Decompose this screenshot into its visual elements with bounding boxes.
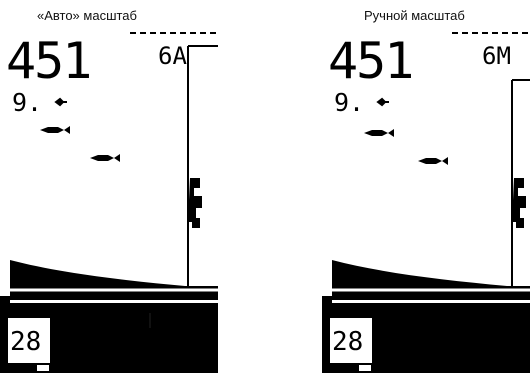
fish-depth-fish-icon [376,97,389,107]
sonar-screen-manual: 451 6M 9. 28 [322,28,530,373]
scale-label: 6A [158,42,187,70]
bottom-depth-readout: 28 [332,327,363,357]
caption-auto-scale: «Авто» масштаб [37,8,137,23]
bottom-contour [10,260,218,296]
battery-indicator [332,364,358,372]
fish-icon-1 [40,126,70,134]
bottom-depth-readout: 28 [10,327,41,357]
depth-readout: 451 [6,32,90,90]
fish-icon-1 [364,129,394,137]
zoom-structure [512,178,526,228]
depth-readout: 451 [328,32,412,90]
caption-manual-scale: Ручной масштаб [364,8,465,23]
scale-label: 6M [482,42,511,70]
zoom-structure [188,178,202,228]
fish-icon-2 [90,154,120,162]
fish-depth-fish-icon [54,97,67,107]
sonar-screen-auto: 451 6A 9. 28 [0,28,218,373]
fish-depth-label: 9. [12,88,42,117]
fish-depth-label: 9. [334,88,364,117]
fish-icon-2 [418,157,448,165]
bottom-contour [332,260,530,296]
battery-indicator [10,364,36,372]
